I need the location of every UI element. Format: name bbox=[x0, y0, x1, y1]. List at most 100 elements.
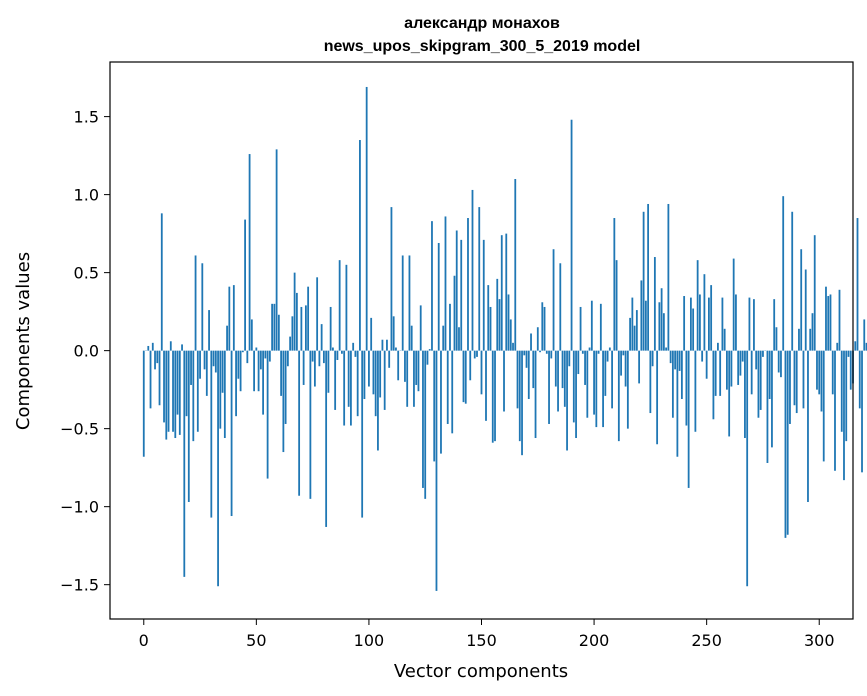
bar-component-127 bbox=[428, 349, 431, 351]
bar-component-162 bbox=[507, 294, 510, 351]
bar-component-247 bbox=[699, 294, 701, 351]
bar-component-238 bbox=[678, 350, 681, 371]
bar-component-253 bbox=[712, 350, 715, 420]
bar-component-303 bbox=[825, 286, 827, 351]
bar-component-42 bbox=[237, 350, 240, 379]
bar-component-317 bbox=[856, 218, 859, 351]
plot-area-frame bbox=[109, 61, 854, 620]
bar-component-20 bbox=[187, 350, 190, 502]
bar-component-74 bbox=[309, 350, 312, 499]
bar-component-101 bbox=[370, 317, 373, 351]
bar-component-97 bbox=[361, 350, 364, 518]
bar-component-260 bbox=[728, 350, 731, 437]
bar-component-63 bbox=[284, 350, 287, 424]
bar-component-64 bbox=[286, 350, 289, 367]
bar-component-204 bbox=[602, 350, 604, 428]
bar-component-142 bbox=[462, 350, 465, 403]
bar-component-197 bbox=[586, 350, 589, 418]
bar-component-228 bbox=[656, 350, 659, 445]
bar-component-255 bbox=[717, 342, 719, 351]
bar-component-145 bbox=[469, 350, 472, 381]
bar-component-121 bbox=[415, 350, 418, 385]
x-tick-label: 50 bbox=[246, 631, 266, 650]
bar-component-214 bbox=[624, 350, 627, 387]
bar-component-119 bbox=[410, 325, 413, 351]
bar-component-11 bbox=[167, 350, 170, 432]
bar-component-230 bbox=[660, 288, 663, 351]
bar-component-103 bbox=[374, 350, 377, 417]
bar-component-46 bbox=[246, 350, 249, 364]
bar-component-3 bbox=[149, 350, 152, 409]
bar-component-5 bbox=[154, 350, 156, 370]
bar-component-295 bbox=[807, 350, 809, 502]
bar-component-173 bbox=[532, 350, 535, 389]
bar-component-181 bbox=[550, 350, 553, 359]
bar-component-312 bbox=[845, 350, 848, 442]
bar-component-182 bbox=[552, 249, 555, 351]
bar-component-66 bbox=[291, 316, 294, 351]
bar-component-60 bbox=[277, 314, 280, 351]
bar-component-51 bbox=[257, 350, 260, 392]
bar-series bbox=[142, 86, 867, 591]
bar-component-237 bbox=[676, 350, 679, 457]
bar-component-24 bbox=[196, 350, 199, 432]
bar-component-205 bbox=[604, 350, 607, 396]
bar-component-282 bbox=[777, 350, 780, 373]
bar-component-215 bbox=[626, 350, 629, 429]
bar-component-40 bbox=[232, 285, 235, 351]
bar-component-186 bbox=[561, 350, 564, 389]
x-tick-label: 100 bbox=[354, 631, 385, 650]
bar-component-72 bbox=[304, 305, 307, 351]
x-tick-label: 300 bbox=[804, 631, 835, 650]
bar-component-309 bbox=[838, 289, 841, 351]
bar-component-218 bbox=[633, 325, 636, 351]
bar-component-168 bbox=[521, 350, 523, 456]
bar-component-184 bbox=[557, 350, 559, 412]
bar-component-244 bbox=[692, 308, 695, 351]
bar-component-271 bbox=[753, 299, 755, 351]
bar-component-279 bbox=[771, 350, 773, 448]
bar-component-265 bbox=[739, 350, 742, 376]
bar-component-291 bbox=[798, 328, 800, 351]
bar-component-233 bbox=[667, 203, 670, 351]
bar-component-52 bbox=[259, 350, 262, 370]
bar-component-146 bbox=[471, 189, 474, 351]
y-tick-label: 0.5 bbox=[74, 264, 99, 283]
bar-component-190 bbox=[570, 119, 573, 351]
bar-component-254 bbox=[714, 350, 717, 396]
bar-component-257 bbox=[721, 297, 724, 351]
bar-component-143 bbox=[464, 350, 467, 404]
bar-component-280 bbox=[773, 299, 776, 351]
y-tick-label: 1.0 bbox=[74, 186, 99, 205]
bar-component-76 bbox=[313, 350, 316, 387]
bar-component-249 bbox=[703, 274, 706, 351]
bar-component-118 bbox=[408, 255, 411, 351]
bar-component-0 bbox=[142, 350, 145, 457]
bar-component-212 bbox=[620, 350, 622, 376]
chart-title: александр монахов news_upos_skipgram_300… bbox=[324, 15, 641, 55]
bar-component-258 bbox=[723, 328, 726, 351]
bar-component-268 bbox=[746, 350, 749, 587]
bar-component-111 bbox=[392, 316, 395, 351]
bar-component-263 bbox=[735, 294, 737, 351]
bar-component-240 bbox=[683, 296, 686, 351]
bar-component-81 bbox=[325, 350, 328, 527]
bar-component-208 bbox=[611, 350, 613, 409]
bar-component-106 bbox=[381, 339, 384, 351]
bar-component-250 bbox=[705, 350, 708, 379]
bar-component-161 bbox=[505, 233, 508, 351]
bar-component-129 bbox=[433, 350, 436, 462]
bar-component-306 bbox=[831, 350, 834, 395]
bar-component-98 bbox=[363, 350, 366, 400]
bar-component-164 bbox=[512, 342, 514, 351]
bar-component-166 bbox=[516, 350, 519, 409]
bar-component-128 bbox=[431, 221, 433, 351]
bar-component-35 bbox=[221, 350, 224, 393]
bar-component-179 bbox=[545, 350, 548, 354]
bar-component-4 bbox=[151, 342, 154, 351]
bar-component-172 bbox=[530, 333, 532, 351]
bar-component-272 bbox=[755, 350, 758, 370]
bar-component-135 bbox=[446, 350, 449, 424]
bar-component-209 bbox=[613, 218, 616, 351]
bar-component-130 bbox=[435, 350, 438, 591]
